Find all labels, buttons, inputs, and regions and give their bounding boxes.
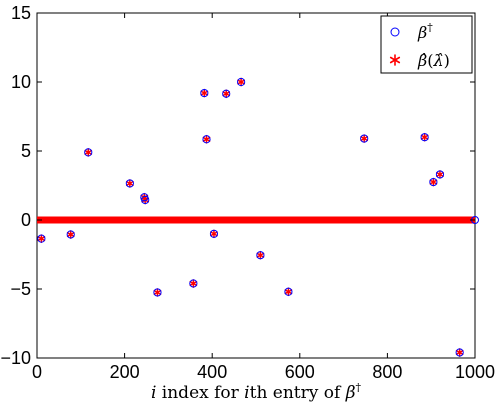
x-axis-ticks: 0 200 400 600 800 1000 xyxy=(32,13,495,382)
estimate-asterisk-15 xyxy=(360,134,369,143)
y-tick-label: −10 xyxy=(0,348,31,368)
y-tick-label: 15 xyxy=(11,3,31,23)
true-coefficient-circle-5 xyxy=(141,195,150,205)
estimate-asterisk-8 xyxy=(200,88,209,98)
estimate-asterisk-3 xyxy=(125,179,134,188)
true-coefficient-circle-12 xyxy=(237,77,246,87)
true-coefficient-circle-19 xyxy=(455,348,464,357)
x-axis-label: i index for ith entry of β† xyxy=(151,381,362,403)
legend-box xyxy=(380,15,473,74)
x-tick-label: 800 xyxy=(372,362,402,382)
x-tick-label: 400 xyxy=(197,362,227,382)
true-coefficient-circle-10 xyxy=(209,229,219,238)
data-points xyxy=(37,77,464,357)
true-coefficient-circle-16 xyxy=(420,133,429,142)
x-tick-label: 200 xyxy=(110,362,140,382)
true-coefficient-circle-7 xyxy=(189,279,198,288)
true-coefficient-circle-3 xyxy=(125,179,134,188)
estimate-asterisk-6 xyxy=(153,288,162,297)
true-coefficient-circle-8 xyxy=(200,88,209,98)
legend-asterisk-marker xyxy=(389,54,401,66)
true-coefficient-circle-11 xyxy=(222,89,231,98)
true-coefficient-circle-9 xyxy=(202,135,211,144)
true-coefficient-circle-1 xyxy=(66,230,75,239)
true-coefficient-circle-15 xyxy=(360,134,369,143)
true-coefficient-circle-17 xyxy=(429,177,438,187)
legend-circle-marker xyxy=(390,27,400,37)
x-tick-label: 1000 xyxy=(455,362,495,382)
estimate-asterisk-19 xyxy=(455,348,464,357)
true-coefficient-circle-6 xyxy=(153,288,162,297)
estimate-asterisk-12 xyxy=(237,77,245,87)
estimate-asterisk-10 xyxy=(210,229,218,239)
estimate-asterisk-9 xyxy=(202,134,211,144)
estimate-asterisk-7 xyxy=(189,279,198,288)
y-axis-ticks: −10 −5 0 5 10 15 xyxy=(0,3,475,368)
x-tick-label: 0 xyxy=(32,362,42,382)
legend-label-beta-hat: β̂(λ̂) xyxy=(417,51,450,70)
y-tick-label: 0 xyxy=(21,210,31,230)
true-coefficient-circle-14 xyxy=(284,287,293,296)
legend-label-beta-dagger: β† xyxy=(417,21,433,42)
estimate-asterisk-11 xyxy=(222,89,231,99)
estimate-asterisk-2 xyxy=(84,148,93,157)
y-tick-label: 5 xyxy=(21,141,31,161)
estimate-asterisk-1 xyxy=(66,230,75,239)
y-tick-label: −5 xyxy=(10,279,31,299)
estimate-asterisk-0 xyxy=(37,234,46,243)
legend: β† β̂(λ̂) xyxy=(380,15,473,74)
true-coefficient-circle-13 xyxy=(256,251,265,260)
estimate-asterisk-17 xyxy=(429,177,438,187)
true-coefficient-circle-18 xyxy=(435,170,445,179)
x-tick-label: 600 xyxy=(285,362,315,382)
estimate-asterisk-14 xyxy=(284,287,293,297)
zero-band xyxy=(37,216,479,224)
estimate-asterisk-13 xyxy=(256,250,265,260)
y-tick-label: 10 xyxy=(11,72,31,92)
estimate-asterisk-18 xyxy=(436,170,444,179)
estimate-asterisk-16 xyxy=(420,132,429,142)
zero-estimates-band xyxy=(37,216,475,224)
true-coefficient-circle-0 xyxy=(37,234,46,243)
true-coefficient-circle-2 xyxy=(84,148,93,157)
